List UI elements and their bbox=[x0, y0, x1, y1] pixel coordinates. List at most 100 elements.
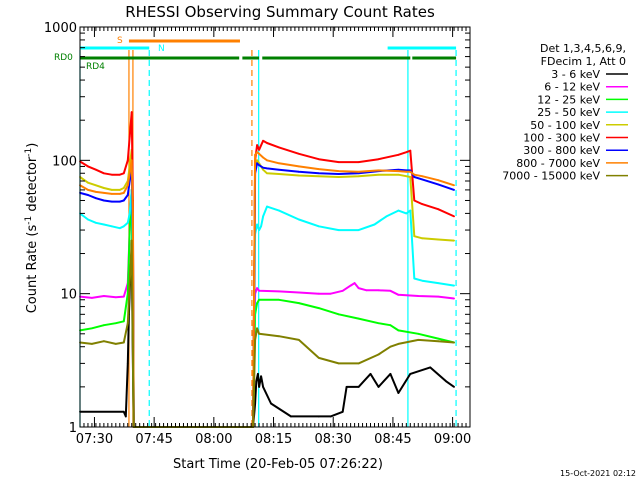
data-point-12-25-kev-23 bbox=[437, 337, 440, 340]
data-point-50-100-kev-27 bbox=[413, 235, 416, 238]
data-point-3-6-kev-22 bbox=[357, 385, 360, 388]
data-point-25-50-kev-28 bbox=[409, 209, 412, 212]
data-point-100-300-kev-9 bbox=[130, 111, 133, 114]
data-point-800-7000-kev-13 bbox=[254, 153, 257, 156]
data-point-300-800-kev-28 bbox=[421, 178, 424, 181]
series-line-7000-15000-kev bbox=[79, 239, 455, 428]
data-point-800-7000-kev-10 bbox=[132, 212, 134, 215]
status-label-rd0: RD0 bbox=[54, 53, 73, 63]
data-point-25-50-kev-18 bbox=[266, 205, 268, 208]
data-point-7000-15000-kev-13 bbox=[258, 332, 260, 335]
data-point-25-50-kev-23 bbox=[357, 229, 360, 231]
y-tick-label-1: 1 bbox=[69, 421, 77, 436]
data-point-25-50-kev-29 bbox=[413, 277, 416, 280]
data-point-7000-15000-kev-14 bbox=[278, 335, 280, 338]
data-point-7000-15000-kev-2 bbox=[102, 340, 105, 343]
legend-label-7000-15000-kev: 7000 - 15000 keV bbox=[502, 170, 600, 183]
data-point-25-50-kev-17 bbox=[262, 215, 264, 218]
data-point-6-12-kev-28 bbox=[453, 297, 455, 300]
data-point-300-800-kev-1 bbox=[87, 194, 89, 196]
data-point-300-800-kev-7 bbox=[126, 194, 129, 196]
data-point-300-800-kev-19 bbox=[297, 170, 300, 173]
data-point-3-6-kev-1 bbox=[122, 410, 125, 413]
data-point-300-800-kev-5 bbox=[118, 200, 121, 203]
data-point-12-25-kev-18 bbox=[357, 317, 360, 320]
data-point-300-800-kev-18 bbox=[278, 168, 280, 171]
data-point-12-25-kev-22 bbox=[417, 332, 420, 335]
data-point-50-100-kev-28 bbox=[421, 237, 424, 240]
data-point-300-800-kev-29 bbox=[437, 183, 440, 186]
data-point-3-6-kev-17 bbox=[290, 415, 292, 418]
data-point-7000-15000-kev-24 bbox=[453, 341, 455, 344]
legend-title-line2: FDecim 1, Att 0 bbox=[541, 55, 626, 68]
data-point-3-6-kev-18 bbox=[317, 415, 320, 418]
data-point-100-300-kev-19 bbox=[297, 152, 300, 155]
y-tick-label-100: 100 bbox=[52, 154, 77, 169]
data-point-6-12-kev-1 bbox=[91, 296, 93, 299]
data-point-7000-15000-kev-21 bbox=[397, 343, 400, 345]
data-point-7000-15000-kev-15 bbox=[297, 339, 300, 341]
data-point-6-12-kev-22 bbox=[365, 289, 368, 292]
legend-label-50-100-kev: 50 - 100 keV bbox=[530, 119, 600, 132]
data-point-50-100-kev-19 bbox=[297, 174, 300, 177]
data-point-6-12-kev-3 bbox=[114, 296, 117, 299]
legend-label-3-6-kev: 3 - 6 keV bbox=[551, 68, 600, 81]
legend: Det 1,3,4,5,6,9, FDecim 1, Att 0 3 - 6 k… bbox=[502, 42, 628, 183]
data-point-3-6-kev-16 bbox=[270, 402, 272, 405]
data-point-6-12-kev-16 bbox=[317, 292, 320, 295]
data-point-7000-15000-kev-6 bbox=[128, 282, 131, 285]
data-point-12-25-kev-6 bbox=[128, 229, 131, 231]
data-point-800-7000-kev-20 bbox=[317, 168, 320, 170]
data-point-100-300-kev-17 bbox=[266, 142, 268, 144]
data-point-800-7000-kev-25 bbox=[405, 170, 408, 173]
data-point-300-800-kev-17 bbox=[266, 167, 268, 170]
data-point-3-6-kev-25 bbox=[389, 373, 392, 375]
data-point-12-25-kev-17 bbox=[337, 313, 340, 316]
y-tick-label-1000: 1000 bbox=[44, 21, 77, 36]
data-point-100-300-kev-5 bbox=[118, 173, 121, 176]
data-point-800-7000-kev-8 bbox=[128, 172, 131, 175]
data-point-25-50-kev-19 bbox=[278, 209, 280, 212]
legend-label-100-300-kev: 100 - 300 keV bbox=[523, 132, 600, 145]
data-point-25-50-kev-21 bbox=[317, 225, 320, 228]
data-point-12-25-kev-1 bbox=[91, 327, 93, 330]
data-point-300-800-kev-6 bbox=[122, 199, 125, 202]
status-label-rd4: RD4 bbox=[86, 62, 105, 72]
legend-label-800-7000-kev: 800 - 7000 keV bbox=[516, 157, 600, 170]
data-point-50-100-kev-14 bbox=[256, 159, 258, 162]
data-point-6-12-kev-18 bbox=[341, 289, 344, 292]
data-point-300-800-kev-2 bbox=[95, 197, 97, 200]
data-point-50-100-kev-22 bbox=[357, 175, 360, 178]
data-point-800-7000-kev-7 bbox=[126, 184, 129, 187]
legend-label-300-800-kev: 300 - 800 keV bbox=[523, 144, 600, 157]
data-point-6-12-kev-4 bbox=[122, 295, 125, 298]
data-point-7000-15000-kev-17 bbox=[337, 362, 340, 365]
data-point-12-25-kev-3 bbox=[114, 322, 117, 325]
data-point-25-50-kev-3 bbox=[102, 223, 105, 226]
y-axis-label: Count Rate (s-1 detector-1) bbox=[24, 143, 40, 314]
data-point-100-300-kev-18 bbox=[278, 146, 280, 149]
data-point-50-100-kev-4 bbox=[110, 189, 113, 191]
legend-label-6-12-kev: 6 - 12 keV bbox=[544, 81, 600, 94]
data-point-7000-15000-kev-4 bbox=[122, 341, 125, 344]
data-point-300-800-kev-20 bbox=[317, 172, 320, 175]
data-point-3-6-kev-15 bbox=[262, 385, 264, 388]
data-point-100-300-kev-20 bbox=[317, 158, 320, 161]
x-tick-label-0845: 08:45 bbox=[374, 432, 411, 447]
data-point-3-6-kev-21 bbox=[345, 385, 348, 388]
data-point-800-7000-kev-24 bbox=[397, 170, 400, 173]
data-point-25-50-kev-31 bbox=[437, 282, 440, 285]
data-point-800-7000-kev-5 bbox=[118, 193, 121, 195]
data-point-3-6-kev-29 bbox=[445, 380, 448, 383]
data-point-7000-15000-kev-1 bbox=[91, 343, 93, 345]
data-point-800-7000-kev-27 bbox=[413, 173, 416, 176]
data-point-7000-15000-kev-18 bbox=[357, 362, 360, 365]
data-point-50-100-kev-6 bbox=[122, 187, 125, 189]
data-point-50-100-kev-23 bbox=[377, 173, 380, 176]
data-point-800-7000-kev-30 bbox=[453, 184, 455, 187]
data-point-25-50-kev-26 bbox=[397, 209, 400, 212]
data-point-100-300-kev-29 bbox=[437, 208, 440, 211]
data-point-50-100-kev-29 bbox=[437, 238, 440, 241]
data-point-800-7000-kev-22 bbox=[357, 170, 360, 173]
data-point-100-300-kev-16 bbox=[262, 139, 264, 142]
